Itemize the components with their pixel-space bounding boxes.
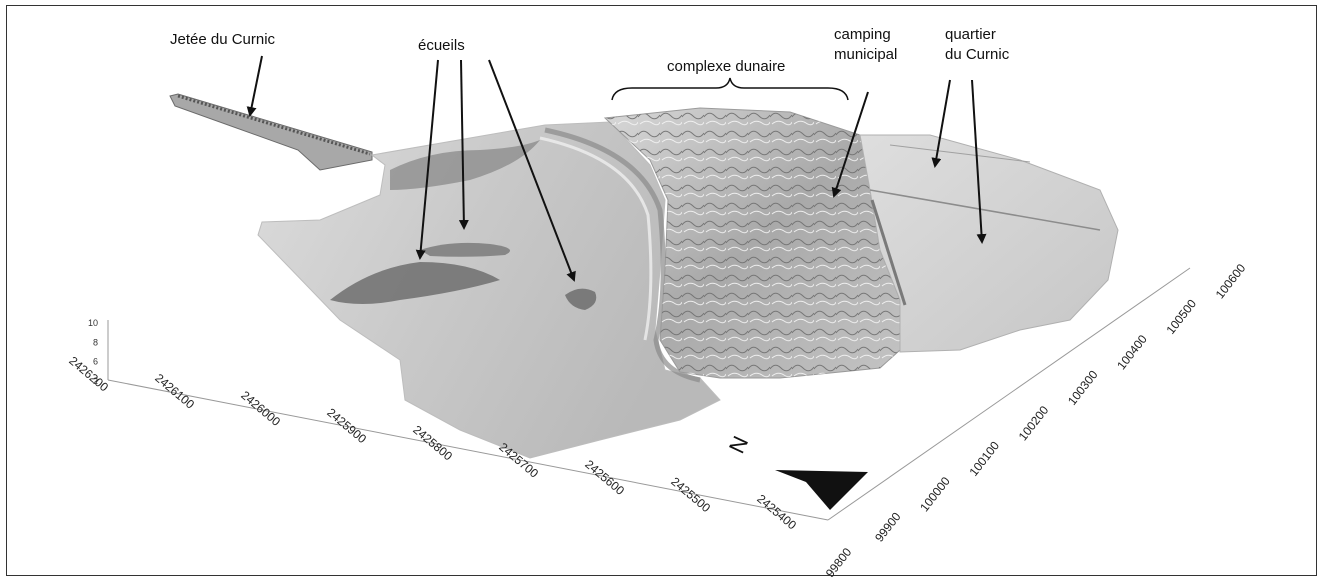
north-label: N [724, 432, 753, 457]
town-road-1 [869, 189, 1101, 231]
label-camping-2: municipal [834, 46, 897, 63]
reef-large [330, 262, 500, 304]
arrow-camping [831, 91, 869, 198]
label-ecueils: écueils [418, 37, 465, 54]
terrain-town [859, 134, 1119, 353]
terrain-beach-ridge [544, 127, 701, 383]
axis-y-tick-3: 2425900 [324, 405, 369, 446]
axis-x-line [827, 267, 1191, 521]
label-jetee: Jetée du Curnic [170, 31, 276, 48]
axis-z-ticks: 10 8 6 2 [88, 318, 98, 386]
axis-y-tick-1: 2426100 [152, 371, 197, 412]
arrow-ecueil-1 [415, 59, 439, 260]
label-quartier-1: quartier [945, 26, 996, 43]
axis-x-tick-4: 100200 [1016, 403, 1052, 443]
label-camping-1: camping [834, 26, 891, 43]
axis-x-tick-0: 99800 [823, 545, 855, 580]
axis-x-tick-6: 100400 [1114, 332, 1150, 372]
brace-complexe-dunaire [611, 77, 849, 101]
arrow-ecueil-3 [488, 59, 576, 282]
axis-x-tick-7: 100500 [1163, 296, 1199, 336]
arrow-quartier-2 [971, 79, 987, 244]
axis-z-tick-3: 2 [93, 376, 98, 386]
axis-z-tick-2: 6 [93, 357, 98, 367]
arrow-ecueil-2 [458, 59, 469, 230]
axis-x-tick-2: 100000 [917, 474, 953, 514]
jetty-surface [169, 93, 373, 171]
axis-x-tick-3: 100100 [966, 438, 1002, 478]
label-quartier-2: du Curnic [945, 46, 1010, 63]
axis-y-tick-8: 2425400 [754, 492, 799, 533]
terrain-beach-ridge-light [539, 136, 653, 341]
axis-x-tick-8: 100600 [1213, 261, 1249, 301]
label-complexe-dunaire: complexe dunaire [667, 58, 785, 75]
town-road-3 [889, 144, 1031, 163]
axis-y-tick-2: 2426000 [238, 388, 283, 429]
axis-y-tick-0: 2426200 [66, 354, 111, 395]
terrain-beach [257, 121, 721, 459]
reef-small [565, 288, 597, 310]
town-road-2 [870, 199, 907, 306]
reef-upper [420, 242, 510, 257]
axis-y-tick-7: 2425500 [668, 474, 713, 515]
jetty-texture [177, 94, 371, 156]
axis-x-tick-5: 100300 [1065, 367, 1101, 407]
axis-y-tick-6: 2425600 [582, 457, 627, 498]
terrain-dune-texture [605, 108, 900, 378]
axis-x-tick-1: 99900 [872, 509, 904, 544]
arrow-jetee [246, 55, 263, 117]
north-arrow-icon [775, 470, 868, 510]
arrow-quartier-1 [931, 79, 951, 168]
axis-z-tick-0: 10 [88, 318, 98, 328]
axis-y-line [107, 379, 829, 521]
axis-z-tick-1: 8 [93, 337, 98, 347]
axis-y-tick-4: 2425800 [410, 423, 455, 464]
